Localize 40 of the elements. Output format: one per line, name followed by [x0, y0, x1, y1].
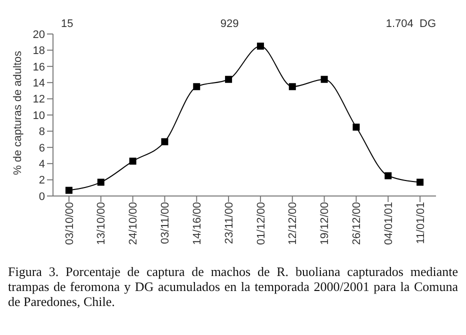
y-tick-label: 16	[32, 61, 45, 74]
y-tick-label: 0	[38, 190, 45, 203]
point	[352, 124, 360, 131]
x-tick-label: 01/12/00	[255, 202, 268, 245]
y-tick-label: 20	[32, 28, 45, 41]
x-tick-label: 23/11/00	[223, 202, 236, 244]
text: 15	[61, 18, 74, 30]
text: 929	[220, 18, 239, 30]
x-tick-label: 03/11/00	[160, 202, 172, 244]
point	[129, 158, 136, 165]
x-tick-label: 24/10/00	[128, 202, 140, 245]
point	[193, 83, 200, 90]
point	[161, 138, 168, 146]
point	[384, 172, 392, 180]
y-tick-label: 4	[38, 158, 45, 171]
point	[65, 186, 72, 194]
x-tick-label: 14/16/00	[191, 202, 204, 245]
y-axis-title: % de capturas de adultos	[12, 50, 24, 175]
x-tick-label: 03/10/00	[64, 202, 76, 245]
x-tick-label: 19/12/00	[319, 202, 332, 245]
y-tick-label: 18	[32, 45, 45, 58]
point	[416, 178, 424, 186]
point	[225, 76, 232, 83]
text: Figura 3. Porcentaje de captura de machos de R. buoliana capturados mediante trampas de feromona y DG acumulados en la temporada 2000/2001 para la Comuna de Paredones, Chile.	[8, 264, 458, 309]
y-tick-label: 12	[32, 94, 45, 106]
y-tick-label: 10	[32, 110, 45, 122]
y-tick-label: 6	[38, 142, 45, 154]
text: 1.704 DG	[386, 18, 436, 30]
point	[320, 76, 328, 83]
y-tick-label: 2	[38, 174, 45, 187]
y-tick-label: 8	[38, 126, 45, 138]
x-tick-label: 04/01/01	[382, 202, 395, 245]
point	[97, 178, 104, 186]
point	[256, 42, 264, 50]
x-tick-label: 12/12/00	[287, 202, 300, 245]
y-tick-label: 14	[32, 78, 45, 90]
x-tick-label: 26/12/00	[351, 202, 364, 245]
x-tick-label: 11/01/01	[414, 202, 427, 244]
x-tick-label: 13/10/00	[96, 202, 108, 245]
point	[288, 83, 296, 90]
